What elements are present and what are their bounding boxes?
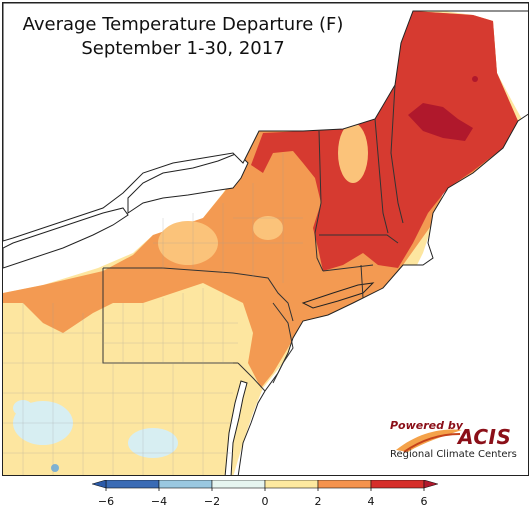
colorbar: −6 −4 −2 0 2 4 6 bbox=[92, 480, 438, 508]
colorbar-tick-label: 4 bbox=[368, 495, 375, 508]
temperature-map bbox=[3, 3, 528, 475]
lake-erie bbox=[3, 207, 129, 269]
warm-patch bbox=[253, 216, 283, 240]
long-island bbox=[301, 282, 375, 309]
colorbar-below-arrow bbox=[92, 480, 107, 489]
acis-logo: Powered by ACIS Regional Climate Centers bbox=[388, 418, 518, 463]
map-frame: Average Temperature Departure (F) Septem… bbox=[2, 2, 529, 476]
acis-wordmark: ACIS bbox=[458, 425, 512, 449]
colorbar-tick-label: 0 bbox=[262, 495, 269, 508]
title-line-2: September 1-30, 2017 bbox=[81, 38, 285, 59]
colorbar-bin bbox=[370, 480, 425, 489]
colorbar-ticks: −6 −4 −2 0 2 4 6 bbox=[98, 488, 428, 508]
colorbar-above-arrow bbox=[423, 480, 438, 489]
colorbar-tick-label: 6 bbox=[421, 495, 428, 508]
colorbar-bins bbox=[105, 480, 425, 489]
map-title: Average Temperature Departure (F) Septem… bbox=[3, 13, 363, 61]
powered-by-label: Powered by bbox=[390, 419, 463, 432]
colorbar-tick-label: 2 bbox=[315, 495, 322, 508]
regional-climate-centers-label: Regional Climate Centers bbox=[390, 449, 517, 460]
cool-spot bbox=[51, 464, 59, 472]
atlantic-ocean bbox=[237, 113, 528, 475]
colorbar-bin bbox=[105, 480, 160, 489]
county-borders bbox=[3, 153, 303, 475]
lake-ontario bbox=[127, 152, 249, 214]
colorbar-tick-label: −4 bbox=[151, 495, 167, 508]
red-region bbox=[251, 11, 518, 271]
hot-spot bbox=[472, 76, 478, 82]
warm-patch bbox=[338, 123, 368, 183]
chesapeake-bay bbox=[224, 380, 248, 475]
acis-swoosh-icon bbox=[396, 429, 462, 453]
colorbar-bin bbox=[264, 480, 319, 489]
title-line-1: Average Temperature Departure (F) bbox=[22, 14, 344, 35]
colorbar-bin bbox=[317, 480, 372, 489]
dark-red-core bbox=[408, 103, 473, 141]
colorbar-tick-label: −2 bbox=[204, 495, 220, 508]
cool-patch bbox=[128, 428, 178, 458]
colorbar-tick-label: −6 bbox=[98, 495, 114, 508]
colorbar-bin bbox=[158, 480, 213, 489]
canada-north bbox=[3, 3, 528, 242]
colorbar-bin bbox=[211, 480, 266, 489]
